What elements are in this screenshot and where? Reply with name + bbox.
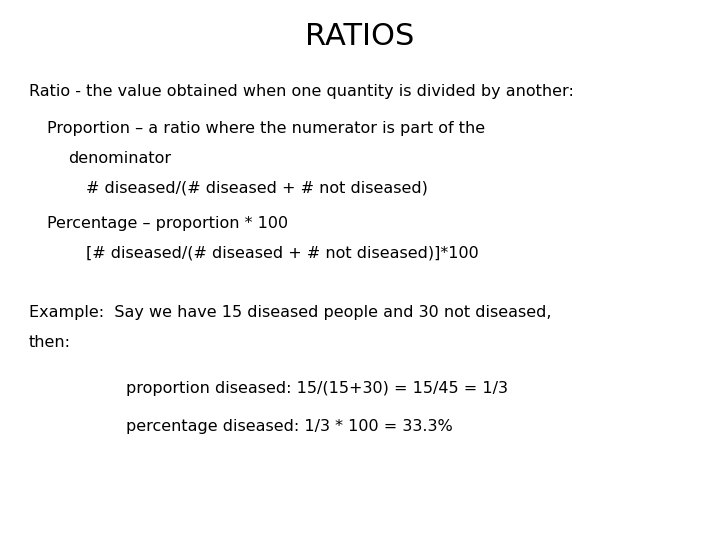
Text: Proportion – a ratio where the numerator is part of the: Proportion – a ratio where the numerator… — [47, 122, 485, 137]
Text: [# diseased/(# diseased + # not diseased)]*100: [# diseased/(# diseased + # not diseased… — [86, 246, 479, 261]
Text: percentage diseased: 1/3 * 100 = 33.3%: percentage diseased: 1/3 * 100 = 33.3% — [126, 418, 453, 434]
Text: Ratio - the value obtained when one quantity is divided by another:: Ratio - the value obtained when one quan… — [29, 84, 574, 99]
Text: proportion diseased: 15/(15+30) = 15/45 = 1/3: proportion diseased: 15/(15+30) = 15/45 … — [126, 381, 508, 396]
Text: Example:  Say we have 15 diseased people and 30 not diseased,: Example: Say we have 15 diseased people … — [29, 305, 552, 320]
Text: # diseased/(# diseased + # not diseased): # diseased/(# diseased + # not diseased) — [86, 181, 428, 196]
Text: Percentage – proportion * 100: Percentage – proportion * 100 — [47, 216, 288, 231]
Text: RATIOS: RATIOS — [305, 22, 415, 51]
Text: denominator: denominator — [68, 151, 171, 166]
Text: then:: then: — [29, 335, 71, 350]
